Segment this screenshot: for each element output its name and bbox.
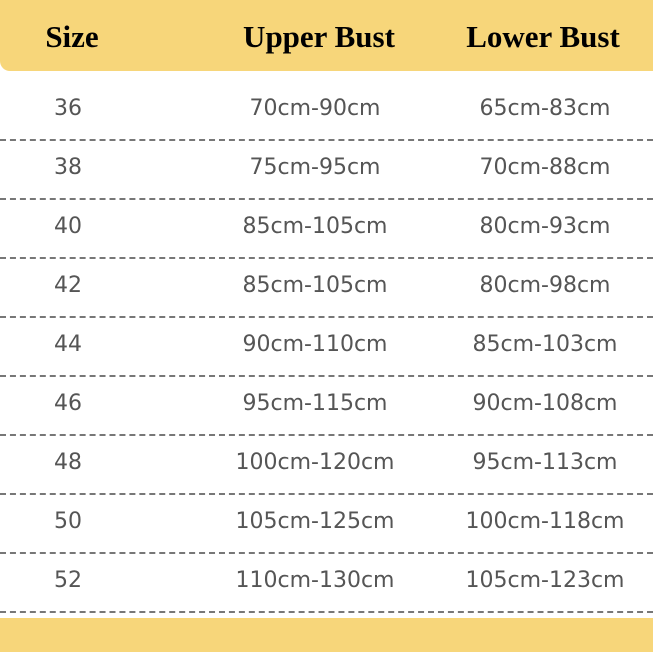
- table-row: 38 75cm-95cm 70cm-88cm: [0, 141, 653, 200]
- size-cell: 36: [54, 96, 82, 121]
- lower-bust-cell: 95cm-113cm: [472, 450, 618, 475]
- upper-bust-cell: 95cm-115cm: [242, 391, 388, 416]
- row-divider: [0, 375, 653, 377]
- size-cell: 38: [54, 155, 82, 180]
- size-cell: 48: [54, 450, 82, 475]
- size-cell: 44: [54, 332, 82, 357]
- table-row: 36 70cm-90cm 65cm-83cm: [0, 82, 653, 141]
- row-divider: [0, 198, 653, 200]
- row-divider: [0, 139, 653, 141]
- size-cell: 42: [54, 273, 82, 298]
- table-row: 42 85cm-105cm 80cm-98cm: [0, 259, 653, 318]
- lower-bust-cell: 80cm-93cm: [479, 214, 611, 239]
- upper-bust-cell: 100cm-120cm: [235, 450, 395, 475]
- lower-bust-cell: 70cm-88cm: [479, 155, 611, 180]
- lower-bust-cell: 80cm-98cm: [479, 273, 611, 298]
- lower-bust-cell: 105cm-123cm: [465, 568, 625, 593]
- table-row: 46 95cm-115cm 90cm-108cm: [0, 377, 653, 436]
- table-header: Size Upper Bust Lower Bust: [0, 0, 653, 71]
- table-row: 40 85cm-105cm 80cm-93cm: [0, 200, 653, 259]
- lower-bust-cell: 85cm-103cm: [472, 332, 618, 357]
- table-row: 50 105cm-125cm 100cm-118cm: [0, 495, 653, 554]
- row-divider: [0, 493, 653, 495]
- upper-bust-cell: 70cm-90cm: [249, 96, 381, 121]
- table-footer-band: [0, 618, 653, 652]
- upper-bust-cell: 90cm-110cm: [242, 332, 388, 357]
- table-row: 48 100cm-120cm 95cm-113cm: [0, 436, 653, 495]
- size-cell: 46: [54, 391, 82, 416]
- lower-bust-cell: 65cm-83cm: [479, 96, 611, 121]
- size-cell: 50: [54, 509, 82, 534]
- header-upper-bust: Upper Bust: [243, 19, 395, 54]
- upper-bust-cell: 75cm-95cm: [249, 155, 381, 180]
- upper-bust-cell: 105cm-125cm: [235, 509, 395, 534]
- size-cell: 40: [54, 214, 82, 239]
- table-row: 44 90cm-110cm 85cm-103cm: [0, 318, 653, 377]
- lower-bust-cell: 100cm-118cm: [465, 509, 625, 534]
- header-lower-bust: Lower Bust: [466, 19, 620, 54]
- row-divider: [0, 611, 653, 613]
- row-divider: [0, 434, 653, 436]
- lower-bust-cell: 90cm-108cm: [472, 391, 618, 416]
- upper-bust-cell: 85cm-105cm: [242, 214, 388, 239]
- row-divider: [0, 316, 653, 318]
- row-divider: [0, 552, 653, 554]
- upper-bust-cell: 85cm-105cm: [242, 273, 388, 298]
- upper-bust-cell: 110cm-130cm: [235, 568, 395, 593]
- header-size: Size: [45, 19, 99, 54]
- size-cell: 52: [54, 568, 82, 593]
- table-row: 52 110cm-130cm 105cm-123cm: [0, 554, 653, 613]
- row-divider: [0, 257, 653, 259]
